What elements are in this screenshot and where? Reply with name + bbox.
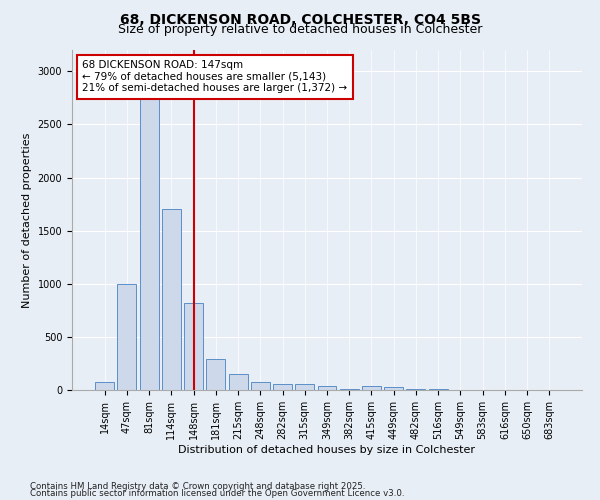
Bar xyxy=(273,384,292,390)
Bar xyxy=(162,210,181,390)
Bar xyxy=(95,382,114,390)
Text: 68, DICKENSON ROAD, COLCHESTER, CO4 5BS: 68, DICKENSON ROAD, COLCHESTER, CO4 5BS xyxy=(119,12,481,26)
Y-axis label: Number of detached properties: Number of detached properties xyxy=(22,132,32,308)
Bar xyxy=(317,386,337,390)
Bar xyxy=(140,71,158,390)
Text: Contains public sector information licensed under the Open Government Licence v3: Contains public sector information licen… xyxy=(30,490,404,498)
X-axis label: Distribution of detached houses by size in Colchester: Distribution of detached houses by size … xyxy=(179,444,476,454)
Bar xyxy=(229,374,248,390)
Text: Size of property relative to detached houses in Colchester: Size of property relative to detached ho… xyxy=(118,22,482,36)
Bar xyxy=(295,384,314,390)
Bar xyxy=(362,386,381,390)
Bar xyxy=(384,387,403,390)
Text: 68 DICKENSON ROAD: 147sqm
← 79% of detached houses are smaller (5,143)
21% of se: 68 DICKENSON ROAD: 147sqm ← 79% of detac… xyxy=(82,60,347,94)
Bar xyxy=(118,284,136,390)
Bar xyxy=(184,303,203,390)
Bar xyxy=(206,359,225,390)
Text: Contains HM Land Registry data © Crown copyright and database right 2025.: Contains HM Land Registry data © Crown c… xyxy=(30,482,365,491)
Bar xyxy=(251,382,270,390)
